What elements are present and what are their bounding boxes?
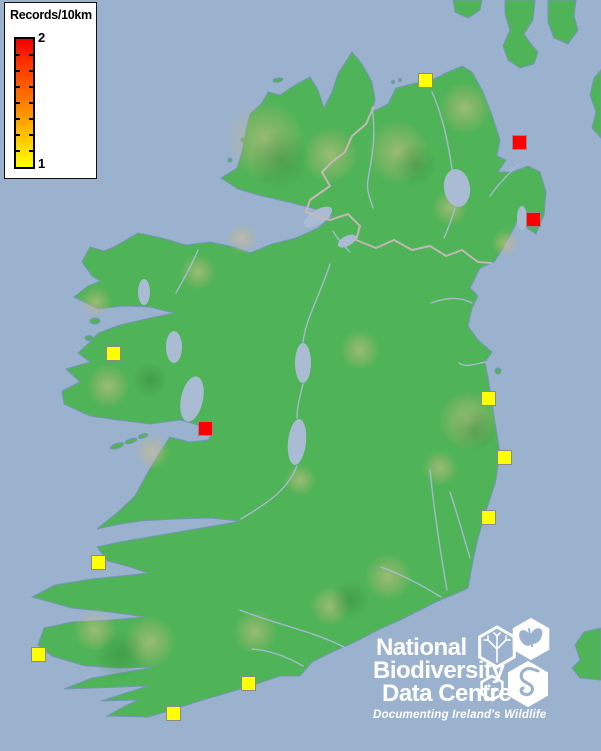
legend-tick: [29, 150, 33, 152]
record-marker[interactable]: [511, 134, 527, 150]
scotland-islands: [452, 0, 601, 139]
record-marker[interactable]: [90, 554, 106, 570]
logo-name-line: National: [376, 634, 467, 661]
record-marker[interactable]: [165, 705, 181, 721]
record-marker[interactable]: [105, 345, 121, 361]
legend-color-scale: [14, 37, 35, 169]
legend-tick: [16, 102, 20, 104]
legend-tick: [29, 86, 33, 88]
legend-tick: [29, 102, 33, 104]
record-marker[interactable]: [30, 646, 46, 662]
legend-tick: [16, 150, 20, 152]
relief-shading: [73, 82, 519, 681]
logo-name-line: Biodiversity: [373, 657, 505, 684]
legend-tick: [29, 118, 33, 120]
butterfly-icon: [512, 617, 550, 661]
tree-icon: [478, 625, 516, 669]
rivers: [175, 91, 520, 667]
seahorse-icon: [508, 660, 548, 708]
wales-coast: [571, 627, 601, 681]
legend-tick: [16, 70, 20, 72]
record-marker[interactable]: [480, 390, 496, 406]
record-marker[interactable]: [480, 509, 496, 525]
legend-tick: [29, 54, 33, 56]
legend-tick: [16, 118, 20, 120]
record-marker[interactable]: [417, 72, 433, 88]
legend-tick: [29, 70, 33, 72]
legend-tick: [29, 134, 33, 136]
hexagon-icon: [480, 674, 504, 702]
record-marker[interactable]: [197, 420, 213, 436]
nbdc-logo: National Biodiversity Data Centre Docume…: [373, 617, 550, 721]
northern-ireland-border: [305, 105, 493, 264]
legend-panel: Records/10km 2 1: [4, 2, 97, 179]
record-marker[interactable]: [240, 675, 256, 691]
legend-title: Records/10km: [10, 8, 92, 22]
legend-max-label: 2: [38, 30, 46, 45]
legend-min-label: 1: [38, 156, 46, 171]
legend-tick: [16, 134, 20, 136]
logo-tagline: Documenting Ireland's Wildlife: [373, 709, 547, 721]
record-marker[interactable]: [525, 211, 541, 227]
legend-tick: [16, 54, 20, 56]
lakes: [138, 169, 527, 465]
legend-tick: [16, 86, 20, 88]
record-marker[interactable]: [496, 449, 512, 465]
logo-hexagon-cluster: [478, 617, 550, 708]
